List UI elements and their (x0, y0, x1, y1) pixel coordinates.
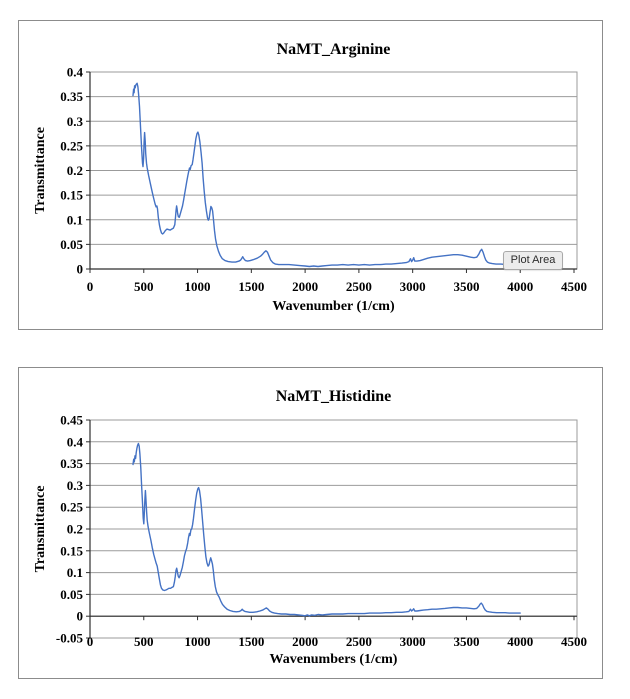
y-tick-label: 0.25 (60, 500, 83, 515)
x-tick-label: 500 (134, 634, 154, 649)
y-tick-label: 0.35 (60, 456, 83, 471)
y-tick-label: 0.05 (60, 237, 83, 252)
y-tick-label: -0.05 (56, 631, 84, 646)
y-tick-label: 0.4 (67, 65, 84, 80)
y-tick-label: 0.15 (60, 543, 83, 558)
y-tick-label: 0.05 (60, 587, 83, 602)
chart-arginine: 0 0.05 0.1 0.15 0.2 0.25 0.3 0.35 0.4 0 500 1000 150… (18, 20, 603, 330)
x-axis-title: Wavenumbers (1/cm) (270, 652, 398, 667)
x-tick-label: 4000 (507, 279, 533, 294)
x-tick-label: 3000 (400, 279, 426, 294)
x-tick-label: 2000 (292, 279, 318, 294)
x-tick-label: 4000 (507, 634, 533, 649)
chart-title: NaMT_Arginine (277, 41, 391, 58)
x-tick-label: 2500 (346, 634, 372, 649)
y-tick-label: 0.15 (60, 188, 83, 203)
x-tick-label: 4500 (561, 279, 587, 294)
y-tick-label: 0.2 (67, 163, 83, 178)
x-tick-label: 1000 (185, 279, 211, 294)
y-tick-label: 0.1 (67, 565, 83, 580)
x-tick-label: 500 (134, 279, 154, 294)
x-tick-label: 1500 (238, 279, 264, 294)
plot-area-tooltip: Plot Area (503, 251, 563, 270)
x-tick-label: 2000 (292, 634, 318, 649)
x-tick-label: 1000 (185, 634, 211, 649)
x-tick-label: 1500 (238, 634, 264, 649)
x-tick-label: 3500 (453, 279, 479, 294)
y-tick-label: 0.45 (60, 413, 83, 428)
chart-title: NaMT_Histidine (276, 388, 392, 405)
y-tick-label: 0 (77, 262, 84, 277)
y-tick-label: 0.3 (67, 478, 84, 493)
chart-arginine-canvas: 0 0.05 0.1 0.15 0.2 0.25 0.3 0.35 0.4 0 500 1000 150… (33, 41, 587, 314)
chart-histidine: -0.05 0 0.05 0.1 0.15 0.2 0.25 0.3 0.35 0.4 0.45 0 5… (18, 367, 603, 679)
x-axis-title: Wavenumber (1/cm) (272, 299, 395, 314)
series-line[interactable] (132, 442, 521, 617)
y-axis-title: Transmittance (33, 127, 48, 214)
x-tick-label: 0 (87, 279, 94, 294)
y-tick-label: 0.4 (67, 434, 84, 449)
x-tick-label: 3500 (453, 634, 479, 649)
y-tick-label: 0.3 (67, 114, 84, 129)
x-tick-label: 3000 (400, 634, 426, 649)
series-line[interactable] (132, 82, 516, 268)
y-axis-title: Transmittance (33, 486, 48, 573)
y-tick-label: 0 (77, 609, 84, 624)
x-tick-label: 2500 (346, 279, 372, 294)
y-tick-label: 0.25 (60, 138, 83, 153)
x-tick-label: 0 (87, 634, 94, 649)
y-tick-label: 0.1 (67, 212, 83, 227)
y-tick-label: 0.35 (60, 89, 83, 104)
x-tick-label: 4500 (561, 634, 587, 649)
y-tick-label: 0.2 (67, 522, 83, 537)
